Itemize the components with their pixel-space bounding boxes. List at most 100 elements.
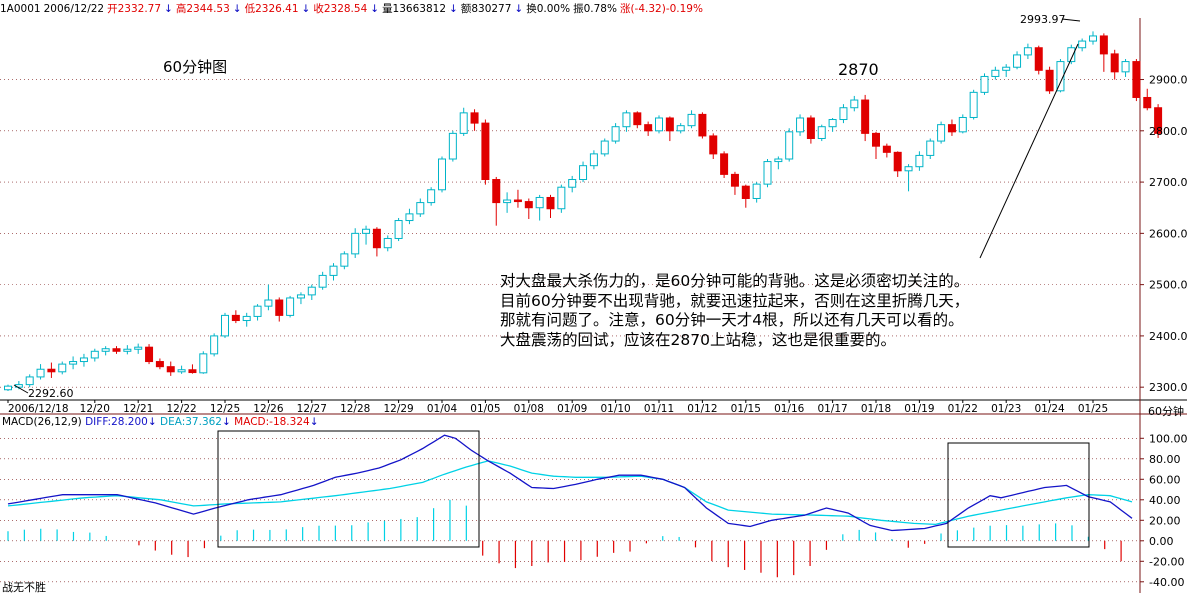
candle (210, 333, 219, 357)
amount: 额830277 (460, 3, 512, 15)
quote-header: 1A0001 2006/12/22 开2332.77 ↓ 高2344.53 ↓ 低2326.… (0, 3, 703, 15)
candle (1078, 38, 1087, 52)
candle (69, 356, 78, 370)
price-grid (0, 18, 1187, 593)
candle (1002, 64, 1011, 77)
candle (199, 351, 208, 374)
candle (546, 194, 555, 218)
candle (438, 156, 446, 193)
candle (926, 138, 935, 160)
candle (383, 235, 392, 252)
candle (318, 271, 327, 290)
candle (1056, 59, 1065, 93)
candle (741, 184, 750, 208)
macd-name: MACD(26,12,9) (2, 416, 82, 428)
annotation-shapes (13, 18, 1090, 548)
candle (58, 361, 67, 375)
candle (264, 284, 273, 311)
amplitude: 振0.78% (573, 3, 617, 15)
candle (600, 138, 609, 157)
high-price: 高2344.53 (175, 3, 230, 15)
candle (470, 109, 479, 131)
candle (329, 263, 338, 281)
price-tick-label: 2600.0 (1149, 227, 1187, 240)
candle (622, 110, 631, 132)
candle (134, 343, 143, 354)
candle (416, 198, 425, 217)
period-label: 60分钟 (1148, 405, 1184, 418)
candle (296, 292, 305, 305)
macd-tick-label: -20.00 (1149, 555, 1184, 568)
price-tick-label: 2400.0 (1149, 330, 1187, 343)
note-line: 那就有问题了。注意，60分钟一天才4根，所以还有几天可以看的。 (500, 311, 964, 329)
candle (459, 107, 468, 136)
macd-highlight-box-left (217, 430, 480, 548)
x-tick-label: 01/15 (731, 403, 761, 415)
candle (25, 374, 34, 388)
macd-tick-label: 60.00 (1149, 473, 1181, 486)
macd-lines (7, 434, 1133, 532)
high-price-label: 2993.97 (1020, 13, 1066, 26)
candle (177, 365, 186, 374)
candle (861, 94, 870, 142)
macd-tick-label: 80.00 (1149, 453, 1181, 466)
candle (709, 133, 718, 160)
candle (188, 364, 197, 374)
candle (947, 119, 956, 136)
candle (372, 227, 381, 257)
candle (307, 284, 316, 301)
candle (394, 217, 403, 242)
low-marker-line (13, 384, 29, 394)
candle (1023, 43, 1032, 60)
macd-tick-label: 0.00 (1149, 535, 1174, 548)
candle (1143, 88, 1152, 111)
macd-tick-label: -40.00 (1149, 576, 1184, 589)
x-tick-label: 12/25 (210, 403, 240, 415)
low-price-label: 2292.60 (28, 387, 74, 400)
candle (611, 123, 620, 144)
x-tick-label: 12/20 (80, 403, 110, 415)
x-tick-label: 01/17 (817, 403, 847, 415)
candle (557, 184, 566, 213)
quote-date: 2006/12/22 (43, 3, 105, 15)
diff-line (7, 434, 1133, 532)
candle (535, 194, 544, 221)
candle (513, 189, 522, 208)
candle (872, 131, 880, 160)
close-price: 收2328.54 (313, 3, 368, 15)
x-tick-label: 01/11 (644, 403, 674, 415)
x-tick-label: 01/12 (687, 403, 717, 415)
candle (1132, 59, 1141, 102)
macd-diff-value: DIFF:28.200 (85, 416, 148, 428)
candle (1045, 66, 1054, 94)
candle (405, 208, 414, 225)
candle (806, 115, 815, 144)
x-tick-label: 12/28 (340, 403, 370, 415)
candle (904, 164, 913, 192)
candle (644, 121, 653, 136)
price-tick-label: 2700.0 (1149, 176, 1187, 189)
security-code: 1A0001 (0, 3, 41, 15)
candle (362, 225, 371, 245)
macd-y-axis: -40.00 -20.00 0.00 20.00 40.00 60.00 80.00 100.… (1140, 432, 1187, 589)
candle (785, 128, 794, 162)
candle (503, 192, 512, 213)
candle (123, 345, 132, 355)
candle (427, 187, 436, 206)
x-tick-label: 01/16 (774, 403, 805, 415)
candle (1099, 33, 1108, 72)
note-line: 大盘震荡的回试，应该在2870上站稳，这也是很重要的。 (500, 330, 896, 349)
dea-line (7, 460, 1133, 526)
price-tick-label: 2800.0 (1149, 125, 1187, 138)
price-y-axis: 2300.0 2400.0 2500.0 2600.0 2700.0 2800.0 2900… (1140, 74, 1187, 394)
candle (1034, 45, 1043, 75)
candle (687, 110, 696, 129)
volume: 量13663812 (382, 3, 447, 15)
candle (796, 114, 805, 136)
candle (275, 297, 284, 322)
candle (79, 353, 88, 367)
x-tick-label: 01/10 (600, 403, 630, 415)
macd-legend: MACD(26,12,9) DIFF:28.200↓ DEA:37.362↓ M… (2, 416, 319, 428)
candle (828, 117, 837, 132)
